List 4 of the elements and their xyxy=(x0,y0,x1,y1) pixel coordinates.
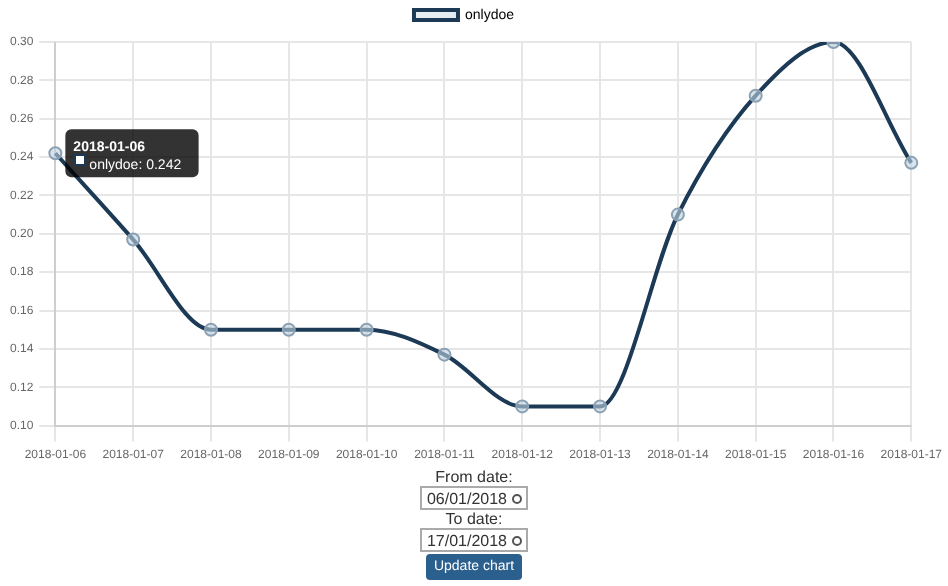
text: 06/01/2018 xyxy=(420,486,528,510)
text: 17/01/2018 xyxy=(420,528,528,552)
text: From date: xyxy=(433,468,515,486)
text: To date: xyxy=(443,510,505,528)
